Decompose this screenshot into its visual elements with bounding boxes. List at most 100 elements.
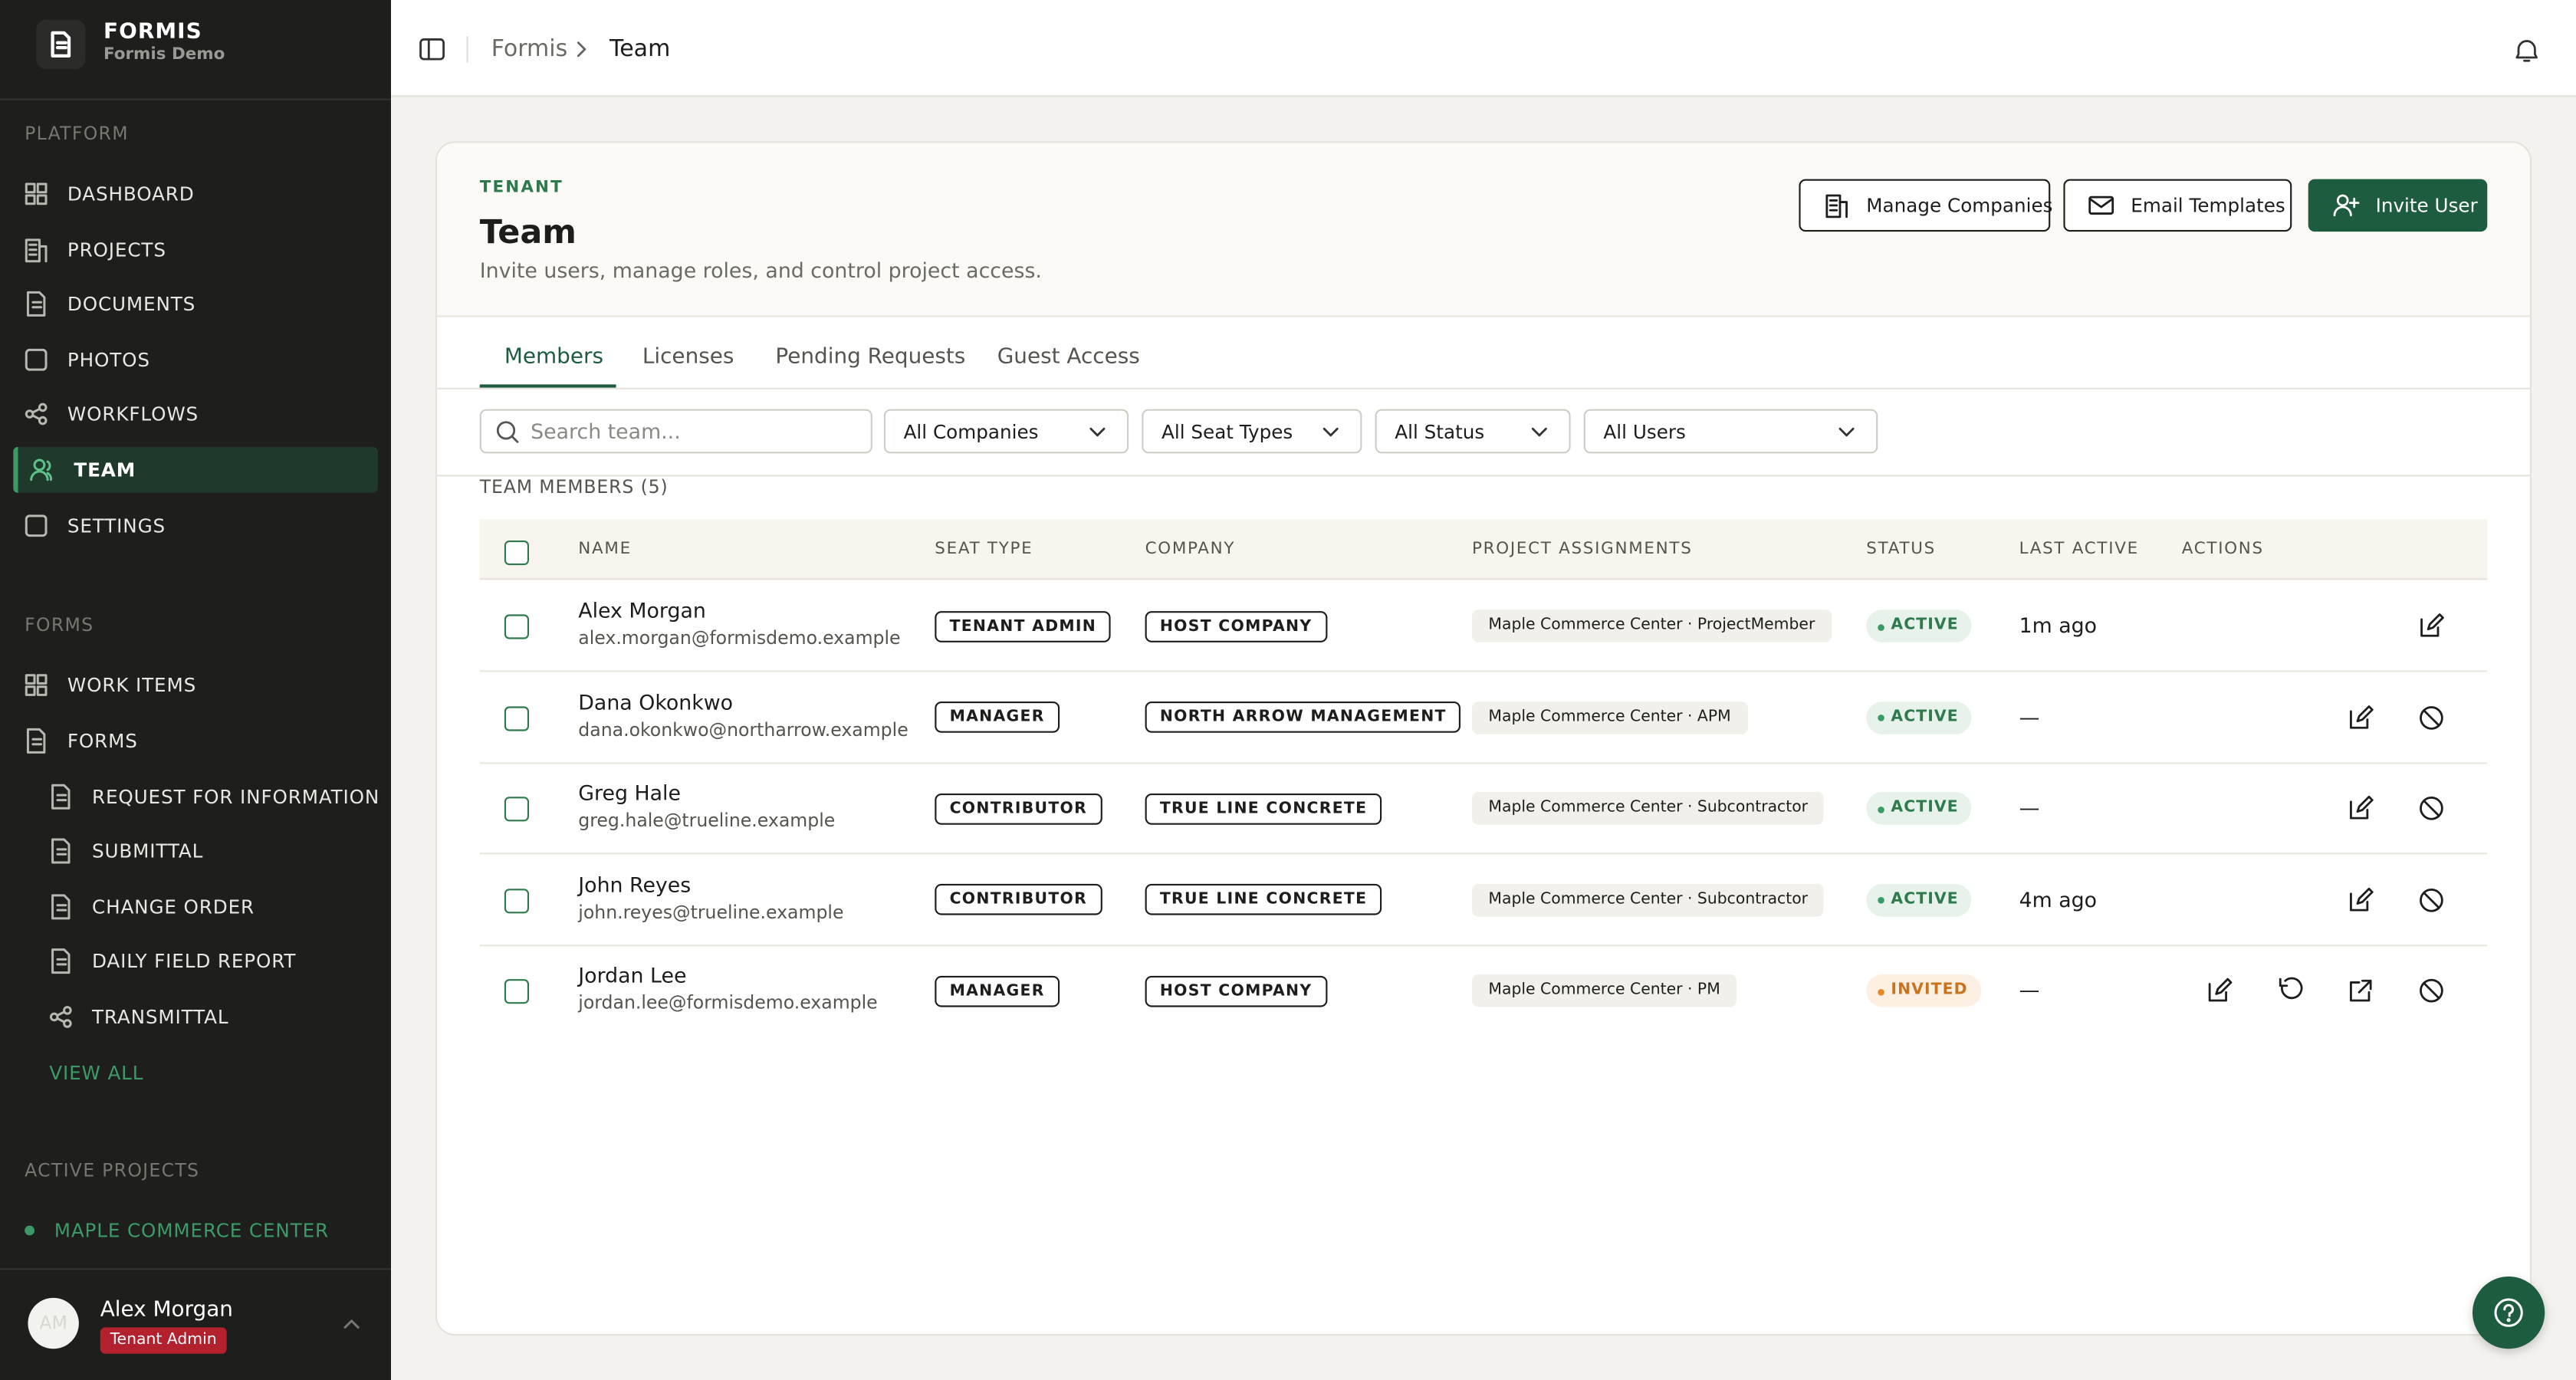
section-label: ACTIVE PROJECTS bbox=[25, 1159, 200, 1181]
tab[interactable]: Licenses bbox=[642, 345, 734, 370]
assignment-pill: Maple Commerce Center · ProjectMember bbox=[1472, 610, 1832, 642]
nav-subitem[interactable]: CHANGE ORDER bbox=[92, 895, 255, 918]
status-pill: ACTIVE bbox=[1866, 610, 1972, 642]
icon bbox=[2420, 887, 2443, 912]
tab[interactable]: Members bbox=[504, 345, 603, 370]
company-badge: NORTH ARROW MANAGEMENT bbox=[1145, 702, 1462, 733]
select-label: All Status bbox=[1395, 420, 1485, 444]
user-role: Tenant Admin bbox=[100, 1327, 227, 1354]
icon bbox=[30, 458, 52, 481]
row-border bbox=[479, 853, 2488, 855]
icon bbox=[26, 728, 46, 754]
workspace: Formis Demo bbox=[104, 46, 225, 64]
filter-select[interactable]: All Users bbox=[1583, 409, 1878, 454]
checkbox[interactable] bbox=[504, 797, 529, 822]
icon bbox=[51, 893, 71, 919]
icon bbox=[51, 948, 71, 974]
icon bbox=[25, 674, 48, 696]
nav-item[interactable]: TEAM bbox=[74, 458, 136, 481]
member-name: John Reyes bbox=[578, 871, 692, 896]
icon bbox=[25, 514, 48, 537]
last-active: — bbox=[2019, 795, 2040, 820]
icon bbox=[2350, 886, 2374, 911]
search-input[interactable]: Search team... bbox=[479, 409, 872, 454]
checkbox[interactable] bbox=[504, 614, 529, 639]
icon bbox=[2420, 613, 2444, 637]
table-header-bg bbox=[479, 519, 2488, 580]
filter-select[interactable]: All Companies bbox=[883, 409, 1129, 454]
nav-subitem[interactable]: REQUEST FOR INFORMATION bbox=[92, 784, 380, 808]
icon bbox=[51, 783, 71, 809]
icon bbox=[26, 291, 46, 317]
member-email: greg.hale@trueline.example bbox=[578, 810, 836, 832]
nav-item[interactable]: PROJECTS bbox=[67, 237, 166, 261]
icon bbox=[51, 31, 71, 58]
last-active: — bbox=[2019, 704, 2040, 729]
nav-item[interactable]: WORKFLOWS bbox=[67, 402, 199, 426]
tab[interactable]: Pending Requests bbox=[775, 345, 966, 370]
filter-select[interactable]: All Status bbox=[1375, 409, 1571, 454]
seat-badge: MANAGER bbox=[935, 974, 1060, 1007]
avatar-initials: AM bbox=[39, 1312, 67, 1333]
seat-badge: MANAGER bbox=[935, 702, 1060, 733]
checkbox[interactable] bbox=[504, 979, 529, 1004]
nav-subitem[interactable]: DAILY FIELD REPORT bbox=[92, 950, 297, 974]
nav-item[interactable]: PHOTOS bbox=[67, 347, 150, 371]
member-name: Greg Hale bbox=[578, 780, 681, 805]
breadcrumb[interactable]: Formis bbox=[491, 36, 568, 63]
header-button[interactable]: Email Templates bbox=[2063, 179, 2292, 232]
icon bbox=[2333, 194, 2360, 217]
column-header: NAME bbox=[578, 540, 632, 559]
seat-badge: TENANT ADMIN bbox=[935, 610, 1112, 642]
icon bbox=[2350, 795, 2374, 820]
select-label: All Companies bbox=[903, 420, 1039, 444]
checkbox[interactable] bbox=[504, 705, 529, 731]
row-border bbox=[479, 761, 2488, 764]
header-button[interactable]: Invite User bbox=[2308, 179, 2488, 232]
assignment-pill: Maple Commerce Center · APM bbox=[1472, 700, 1748, 734]
nav-subitem[interactable]: SUBMITTAL bbox=[92, 840, 204, 863]
icon bbox=[2279, 977, 2303, 1000]
icon bbox=[1531, 427, 1547, 437]
icon bbox=[51, 838, 71, 864]
last-active: 1m ago bbox=[2019, 613, 2098, 638]
divider bbox=[0, 1268, 391, 1270]
nav-item[interactable]: DASHBOARD bbox=[67, 182, 195, 205]
button-label[interactable]: Email Templates bbox=[2131, 193, 2285, 217]
project-link[interactable]: MAPLE COMMERCE CENTER bbox=[54, 1219, 330, 1242]
icon bbox=[2208, 978, 2233, 1002]
user-name: Alex Morgan bbox=[100, 1297, 233, 1322]
assignment-pill: Maple Commerce Center · PM bbox=[1472, 974, 1737, 1007]
column-header: SEAT TYPE bbox=[935, 540, 1033, 559]
icon bbox=[1322, 427, 1339, 437]
company-badge: HOST COMPANY bbox=[1145, 974, 1327, 1007]
member-email: alex.morgan@formisdemo.example bbox=[578, 627, 901, 649]
nav-item[interactable]: DOCUMENTS bbox=[67, 292, 196, 316]
help-button[interactable] bbox=[2472, 1276, 2545, 1349]
header-button[interactable]: Manage Companies bbox=[1799, 179, 2053, 232]
nav-subitem[interactable]: TRANSMITTAL bbox=[92, 1005, 229, 1029]
row-border bbox=[479, 944, 2488, 946]
button-label[interactable]: Manage Companies bbox=[1866, 193, 2053, 217]
tab[interactable]: Guest Access bbox=[997, 345, 1140, 370]
separator bbox=[466, 36, 468, 63]
divider bbox=[0, 98, 391, 100]
nav-item[interactable]: SETTINGS bbox=[67, 513, 166, 537]
filter-select[interactable]: All Seat Types bbox=[1142, 409, 1362, 454]
icon bbox=[419, 38, 445, 61]
icon bbox=[2420, 978, 2443, 1003]
button-label[interactable]: Invite User bbox=[2375, 193, 2478, 217]
checkbox[interactable] bbox=[504, 540, 529, 566]
topbar: Formis Team bbox=[390, 0, 2576, 97]
checkbox[interactable] bbox=[504, 888, 529, 913]
table-caption: TEAM MEMBERS (5) bbox=[479, 476, 669, 498]
company-badge: TRUE LINE CONCRETE bbox=[1145, 792, 1382, 824]
select-label: All Users bbox=[1603, 420, 1686, 444]
breadcrumb-current: Team bbox=[610, 36, 671, 63]
member-name: Dana Okonkwo bbox=[578, 688, 734, 715]
sidebar: FORMIS Formis Demo PLATFORM DASHBOARD PROJEC… bbox=[0, 0, 391, 1380]
nav-item[interactable]: FORMS bbox=[67, 728, 138, 752]
nav-item[interactable]: WORK ITEMS bbox=[67, 673, 197, 697]
view-all-link[interactable]: VIEW ALL bbox=[49, 1061, 144, 1085]
